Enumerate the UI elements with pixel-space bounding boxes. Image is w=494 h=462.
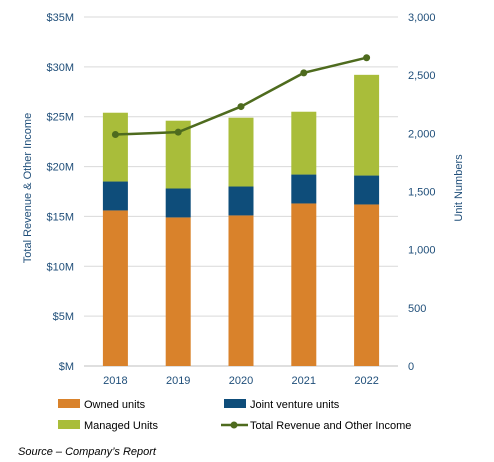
bar-segment xyxy=(354,175,380,205)
y2-tick-label: 1,000 xyxy=(408,245,436,257)
source-note: Source – Company’s Report xyxy=(18,446,157,458)
y2-tick-label: 0 xyxy=(408,361,414,373)
bar-segment xyxy=(354,204,380,366)
revenue-line xyxy=(111,54,371,138)
bar-segment xyxy=(228,186,254,216)
y-tick-label: $35M xyxy=(46,12,74,24)
y2-tick-label: 2,500 xyxy=(408,70,436,82)
line-point xyxy=(300,69,308,77)
bars xyxy=(102,74,380,366)
legend-managed-units-swatch xyxy=(58,420,80,429)
bar-segment xyxy=(165,217,191,366)
axes: $M $5M $10M $15M $20M $25M $30M $35M 0 500 1,000 1,… xyxy=(46,12,435,387)
legend-total-revenue-label: Total Revenue and Other Income xyxy=(250,420,411,432)
x-tick-label: 2019 xyxy=(166,375,190,387)
legend-joint-venture-units-label: Joint venture units xyxy=(250,399,340,411)
y-tick-label: $25M xyxy=(46,112,74,124)
x-tick-label: 2021 xyxy=(292,375,316,387)
y-tick-label: $15M xyxy=(46,211,74,223)
legend-joint-venture-units-swatch xyxy=(224,399,246,408)
bar-segment xyxy=(354,74,380,176)
legend: Owned units Joint venture units Managed Un… xyxy=(58,399,411,432)
legend-total-revenue-marker xyxy=(230,421,238,429)
x-tick-label: 2018 xyxy=(103,375,127,387)
y2-axis-title: Unit Numbers xyxy=(453,154,465,222)
line-point xyxy=(174,128,182,136)
y-axis-title: Total Revenue & Other Income xyxy=(22,113,34,263)
bar-segment xyxy=(228,215,254,366)
legend-managed-units-label: Managed Units xyxy=(84,420,158,432)
x-tick-label: 2022 xyxy=(354,375,378,387)
bar-segment xyxy=(291,203,317,366)
bar-segment xyxy=(102,112,128,182)
y-tick-label: $5M xyxy=(53,311,74,323)
y2-tick-label: 2,000 xyxy=(408,128,436,140)
bar-segment xyxy=(165,188,191,218)
bar-segment xyxy=(291,174,317,204)
legend-owned-units-swatch xyxy=(58,399,80,408)
y2-tick-label: 1,500 xyxy=(408,187,436,199)
y-tick-label: $10M xyxy=(46,261,74,273)
bar-segment xyxy=(228,117,254,187)
bar-segment xyxy=(291,111,317,175)
line-point xyxy=(363,54,371,62)
y2-tick-label: 3,000 xyxy=(408,12,436,24)
x-tick-label: 2020 xyxy=(229,375,253,387)
legend-owned-units-label: Owned units xyxy=(84,399,146,411)
y2-tick-label: 500 xyxy=(408,303,426,315)
bar-segment xyxy=(102,210,128,366)
line-point xyxy=(237,103,245,111)
y-tick-label: $20M xyxy=(46,162,74,174)
bar-segment xyxy=(102,181,128,211)
y-tick-label: $M xyxy=(59,361,74,373)
y-tick-label: $30M xyxy=(46,62,74,74)
line-point xyxy=(111,130,119,138)
